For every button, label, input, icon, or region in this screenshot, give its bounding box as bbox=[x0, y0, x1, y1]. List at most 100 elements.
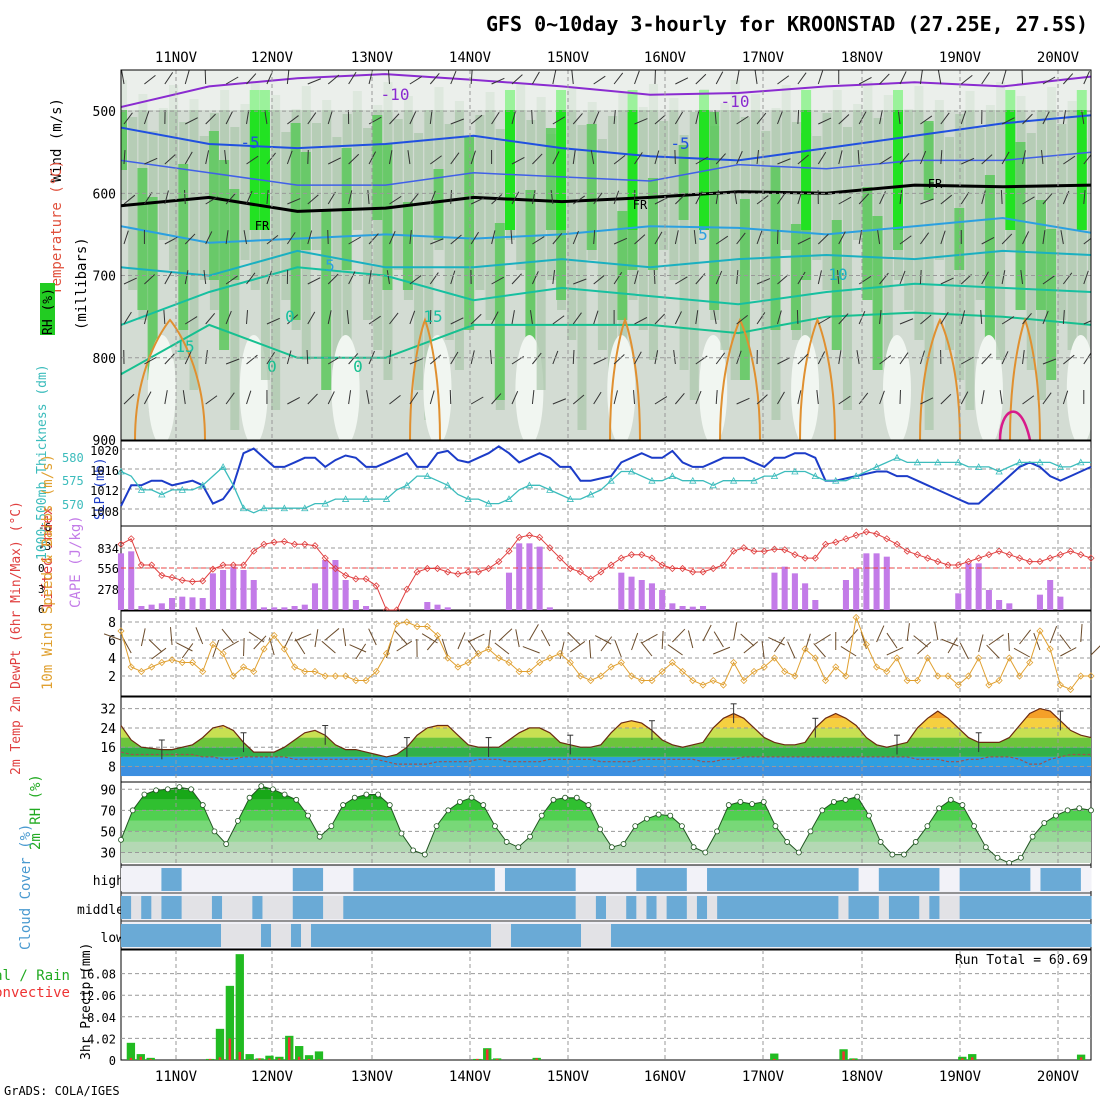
precip-axis-label: 3hr Precip (mm) bbox=[79, 943, 94, 1060]
wind-barb bbox=[409, 192, 420, 205]
wind-barb bbox=[899, 152, 910, 165]
wind-barb bbox=[593, 192, 603, 205]
cape-bar bbox=[444, 607, 451, 610]
li-marker bbox=[423, 564, 431, 573]
wind-barb bbox=[470, 313, 482, 325]
date-label-top: 18NOV bbox=[841, 50, 884, 66]
surface-wind-barb bbox=[813, 643, 826, 658]
wind-speed-marker bbox=[454, 663, 462, 671]
isotherm-line bbox=[121, 266, 1091, 326]
cloud-cell-low bbox=[551, 924, 562, 947]
cloud-cell-high bbox=[353, 868, 365, 891]
wind-speed-marker bbox=[280, 645, 288, 653]
cape-bar bbox=[1047, 580, 1054, 610]
wind-barb bbox=[1062, 272, 1073, 285]
rh-dry-pocket bbox=[883, 335, 911, 440]
cloud-cell-high bbox=[141, 868, 152, 891]
li-marker bbox=[576, 568, 585, 576]
cloud-cell-high bbox=[848, 868, 860, 891]
wind-speed-marker bbox=[903, 676, 911, 685]
cloud-cell-high bbox=[1080, 868, 1092, 891]
wind-barb bbox=[654, 396, 668, 405]
rh-shade-column bbox=[934, 100, 944, 260]
cloud-cell-middle bbox=[464, 896, 476, 919]
cloud-cell-high bbox=[696, 868, 708, 891]
surface-wind-barb bbox=[959, 642, 969, 660]
cloud-cell-high bbox=[838, 868, 850, 891]
wind-barb bbox=[164, 154, 176, 165]
surface-wind-barb bbox=[1013, 647, 1030, 658]
precip-convective-bar bbox=[297, 1056, 301, 1060]
li-marker bbox=[689, 568, 697, 576]
rh-shade-column bbox=[679, 135, 689, 370]
wind-barb bbox=[838, 350, 842, 365]
wind-barb bbox=[286, 70, 290, 85]
wind-barb bbox=[224, 150, 227, 165]
wind-barb bbox=[327, 191, 336, 205]
rh-shade-column bbox=[577, 125, 587, 430]
wind-barb bbox=[590, 150, 595, 165]
wind-barb bbox=[816, 390, 819, 405]
wind-barb bbox=[858, 392, 869, 405]
cloud-cell-middle bbox=[585, 896, 597, 919]
thickness-marker bbox=[975, 463, 983, 470]
wind-barb bbox=[715, 235, 729, 245]
wind-barb bbox=[368, 270, 372, 285]
cloud-cell-low bbox=[871, 924, 882, 947]
wind-barb bbox=[184, 151, 193, 165]
wind-barb bbox=[1042, 310, 1049, 325]
li-marker bbox=[801, 554, 809, 562]
cape-bar bbox=[791, 573, 798, 610]
wind-speed-marker bbox=[168, 656, 176, 664]
rh-marker bbox=[503, 839, 510, 845]
wind-barb bbox=[470, 350, 475, 365]
cloud-cell-low bbox=[471, 924, 482, 947]
cape-bar bbox=[883, 556, 890, 610]
cloud-cell-low bbox=[261, 924, 272, 947]
rh-marker bbox=[410, 847, 417, 854]
wind-speed-marker bbox=[873, 663, 881, 671]
wind-barb bbox=[674, 111, 684, 125]
wind-barb bbox=[225, 310, 232, 325]
precip-convective-bar bbox=[139, 1056, 143, 1060]
thickness-marker bbox=[321, 499, 329, 507]
cloud-cell-low bbox=[681, 924, 692, 947]
wind-barb bbox=[654, 114, 666, 125]
date-label-top: 15NOV bbox=[547, 50, 590, 66]
wind-speed-marker bbox=[893, 654, 901, 662]
cloud-cell-low bbox=[371, 924, 382, 947]
wind-barb bbox=[920, 115, 933, 125]
cape-bar bbox=[975, 563, 982, 610]
wind-barb bbox=[1042, 392, 1052, 405]
cloud-cell-middle bbox=[969, 896, 981, 919]
li-marker bbox=[709, 564, 717, 573]
thickness-marker bbox=[566, 495, 574, 502]
wind-barb bbox=[940, 194, 953, 205]
cloud-cell-high bbox=[383, 868, 395, 891]
wind-barb bbox=[450, 189, 452, 205]
cloud-cell-middle bbox=[848, 896, 860, 919]
li-marker bbox=[842, 535, 850, 543]
wind-speed-marker bbox=[1046, 645, 1054, 653]
wind-speed-marker bbox=[525, 667, 533, 676]
cloud-cell-middle bbox=[1050, 896, 1062, 919]
surface-wind-barb bbox=[941, 638, 959, 647]
cloud-cell-high bbox=[666, 868, 678, 891]
cloud-cell-middle bbox=[707, 896, 718, 919]
warm-isotherm bbox=[799, 317, 836, 440]
wind-barb bbox=[940, 230, 946, 245]
wind-barb bbox=[1022, 196, 1035, 205]
wind-barb bbox=[1081, 110, 1085, 125]
cloud-cell-low bbox=[271, 924, 282, 947]
li-marker bbox=[903, 547, 911, 555]
cape-bar bbox=[220, 570, 227, 610]
precip-total-bar bbox=[314, 1051, 324, 1060]
thickness-marker bbox=[382, 495, 391, 502]
wind-barb bbox=[897, 110, 901, 125]
surface-wind-barb bbox=[840, 646, 857, 657]
cloud-cell-low bbox=[851, 924, 862, 947]
wind-barb bbox=[1042, 76, 1056, 85]
cloud-cell-high bbox=[464, 868, 476, 891]
wind-speed-marker bbox=[801, 645, 809, 653]
cloud-cell-high bbox=[1060, 868, 1072, 891]
